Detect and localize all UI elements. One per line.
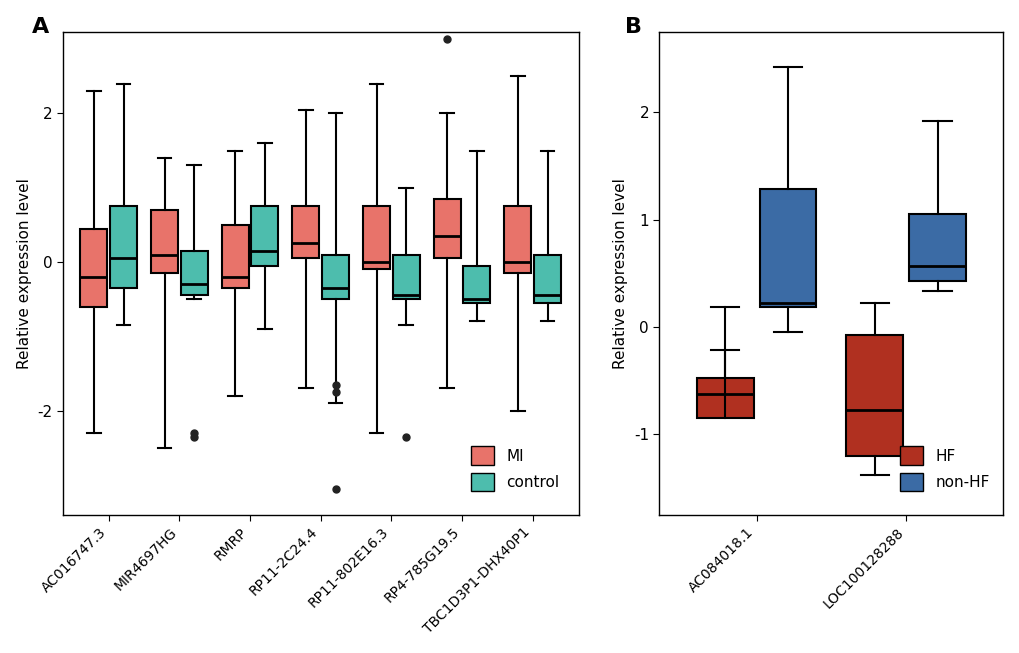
PathPatch shape [696, 378, 753, 418]
PathPatch shape [433, 199, 461, 259]
PathPatch shape [504, 206, 531, 273]
Legend: MI, control: MI, control [465, 440, 566, 497]
PathPatch shape [221, 225, 249, 288]
PathPatch shape [151, 210, 177, 273]
Text: B: B [625, 17, 641, 37]
PathPatch shape [908, 214, 965, 281]
Y-axis label: Relative expression level: Relative expression level [16, 178, 32, 368]
PathPatch shape [363, 206, 389, 270]
PathPatch shape [322, 255, 348, 299]
Legend: HF, non-HF: HF, non-HF [893, 440, 995, 497]
Text: A: A [32, 17, 49, 37]
PathPatch shape [534, 255, 560, 303]
PathPatch shape [463, 266, 490, 303]
PathPatch shape [846, 336, 902, 456]
PathPatch shape [252, 206, 278, 266]
PathPatch shape [110, 206, 137, 288]
Y-axis label: Relative expression level: Relative expression level [612, 178, 628, 368]
PathPatch shape [81, 229, 107, 306]
PathPatch shape [759, 189, 815, 308]
PathPatch shape [180, 251, 208, 295]
PathPatch shape [292, 206, 319, 259]
PathPatch shape [392, 255, 419, 299]
